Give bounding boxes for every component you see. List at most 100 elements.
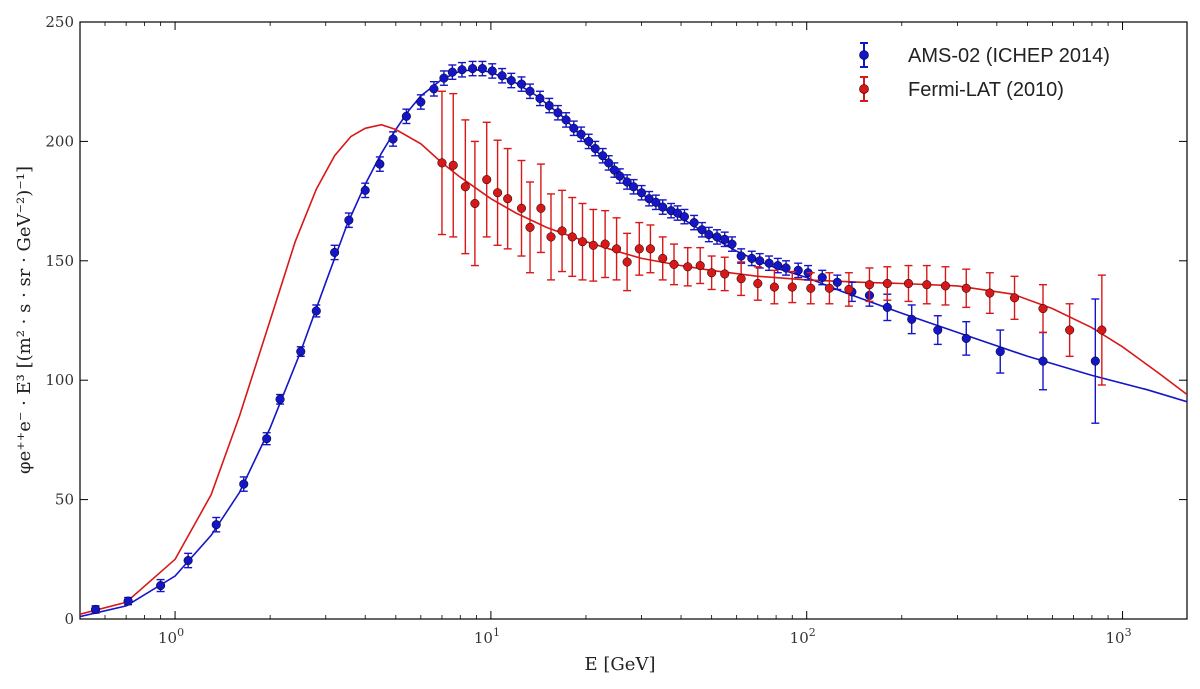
fermi-data-point <box>645 224 655 274</box>
ams-data-point <box>832 274 842 291</box>
ams-marker <box>629 182 639 192</box>
ams-data-point <box>576 126 586 143</box>
ams-data-point <box>516 76 527 92</box>
ams-marker <box>658 202 668 212</box>
ams-data-point <box>388 131 398 147</box>
fermi-data-point <box>546 193 556 281</box>
ams-data-point <box>781 260 791 276</box>
ams-marker <box>764 258 774 268</box>
ams-marker <box>497 71 507 81</box>
fermi-marker <box>1065 325 1075 335</box>
ams-data-point <box>375 156 385 172</box>
fermi-data-point <box>482 121 492 238</box>
fermi-marker <box>536 203 546 213</box>
ams-marker <box>262 434 272 444</box>
ams-marker <box>360 185 370 195</box>
ams-data-point <box>773 257 783 274</box>
ams-data-point <box>487 63 497 79</box>
ams-data-point <box>311 304 321 318</box>
ytick-label: 150 <box>45 252 74 270</box>
fermi-data-point <box>470 140 480 267</box>
ams-marker <box>561 115 571 125</box>
fermi-data-point <box>612 217 622 281</box>
ams-data-point <box>727 236 737 252</box>
fermi-data-point <box>525 181 535 274</box>
fermi-data-point <box>985 272 995 315</box>
ams-marker <box>590 144 600 154</box>
fermi-data-point <box>448 92 458 238</box>
ams-data-point <box>239 476 249 492</box>
fermi-marker <box>669 259 679 269</box>
fermi-data-point <box>634 221 644 276</box>
ams-data-point <box>183 552 193 569</box>
ams-marker <box>90 604 101 614</box>
ams-data-point <box>330 244 340 261</box>
fermi-marker <box>516 203 527 213</box>
ams-data-point <box>755 252 765 269</box>
fermi-data-point <box>493 139 503 246</box>
ams-marker <box>275 394 285 404</box>
ams-marker <box>439 73 449 83</box>
fermi-data-point <box>824 272 834 305</box>
plot-frame <box>79 21 1188 620</box>
ams-data-point <box>747 250 757 267</box>
ams-marker <box>793 265 803 275</box>
fermi-marker <box>753 278 763 289</box>
fermi-marker <box>470 198 480 209</box>
ams-data-point <box>344 212 354 229</box>
ams-marker <box>727 239 737 249</box>
fermi-marker <box>695 261 705 271</box>
ams-marker <box>773 261 783 271</box>
ams-data-point <box>275 393 285 405</box>
ams-data-point <box>598 147 608 164</box>
ams-marker <box>704 229 714 240</box>
fermi-marker <box>1038 304 1048 314</box>
ams-marker <box>1038 356 1048 366</box>
fermi-marker <box>577 237 588 247</box>
legend-entry-fermi: Fermi-LAT (2010) <box>859 76 1064 102</box>
ytick-label: 50 <box>55 491 74 509</box>
legend-fermi-marker <box>859 84 869 94</box>
fermi-marker <box>720 269 730 279</box>
fermi-marker <box>567 232 577 242</box>
ams-data-point <box>544 97 554 114</box>
ams-data-point <box>447 64 457 81</box>
fermi-data-point <box>753 266 763 301</box>
x-tick-labels: 100 101 102 103 <box>158 626 1132 647</box>
ams-data-point <box>817 269 827 286</box>
ams-marker <box>697 225 707 235</box>
ams-data-point <box>123 596 133 606</box>
fermi-data-point <box>683 246 693 287</box>
fermi-marker <box>961 283 971 293</box>
ams-marker <box>995 346 1005 357</box>
ams-data-point <box>933 315 943 346</box>
ams-data-point <box>793 262 803 279</box>
fermi-data-point <box>864 267 875 303</box>
ams-data-point <box>679 208 689 225</box>
ams-marker <box>781 263 791 273</box>
fermi-data-point <box>503 147 513 250</box>
ams-data-point <box>697 221 707 238</box>
ams-data-point <box>712 229 722 245</box>
fermi-marker <box>683 262 693 272</box>
fermi-data-point <box>903 264 914 303</box>
fermi-marker <box>769 282 779 292</box>
ams-marker <box>1090 356 1100 366</box>
ams-marker <box>755 256 765 266</box>
ams-data-point <box>262 432 272 446</box>
y-tick-labels: 0 50 100 150 200 250 <box>45 13 74 628</box>
ytick-label: 250 <box>45 13 74 31</box>
fermi-data-point <box>940 266 951 306</box>
fermi-data-point <box>516 159 527 257</box>
fermi-marker <box>707 268 717 278</box>
fermi-data-point <box>1009 275 1020 321</box>
ams-marker <box>622 177 632 187</box>
x-axis-title: E [GeV] <box>585 654 656 675</box>
ams-data-point <box>673 205 683 221</box>
ams-marker <box>569 123 579 133</box>
ams-marker <box>525 86 535 96</box>
ams-marker <box>447 67 457 77</box>
ams-marker <box>156 581 166 591</box>
ams-data-point <box>156 578 166 593</box>
